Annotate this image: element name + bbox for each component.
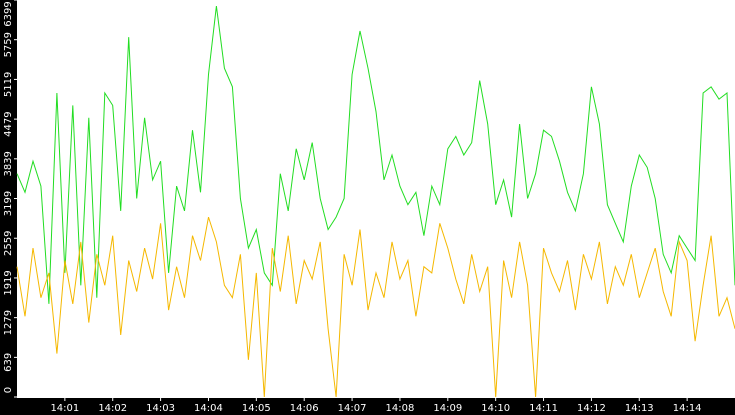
x-tick-label: 14:02: [98, 403, 127, 414]
data-line: [16, 216, 735, 398]
x-tick-label: 14:04: [194, 403, 223, 414]
x-tick-label: 14:14: [673, 403, 702, 414]
x-tick-label: 14:06: [290, 403, 319, 414]
x-tick-label: 14:07: [338, 403, 367, 414]
x-tick-label: 14:01: [50, 403, 79, 414]
x-tick-label: 14:12: [577, 403, 606, 414]
y-tick-label: 5759: [3, 32, 14, 57]
y-tick-label: 0: [3, 387, 14, 393]
y-tick-label: 3839: [3, 151, 14, 176]
y-tick-label: 1279: [3, 310, 14, 335]
x-tick-label: 14:13: [625, 403, 654, 414]
y-tick-label: 1919: [3, 270, 14, 295]
x-tick-label: 14:09: [433, 403, 462, 414]
y-tick-label: 5119: [3, 72, 14, 97]
y-tick-label: 4479: [3, 111, 14, 136]
y-tick-label: 639: [3, 353, 14, 372]
y-tick-label: 6399: [3, 1, 14, 26]
y-tick-label: 2559: [3, 231, 14, 256]
data-line: [16, 6, 735, 304]
plot-area: [17, 0, 735, 398]
x-tick-label: 14:03: [146, 403, 175, 414]
x-tick-label: 14:08: [386, 403, 415, 414]
x-tick-label: 14:11: [529, 403, 558, 414]
x-tick-label: 14:05: [242, 403, 271, 414]
x-tick-label: 14:10: [481, 403, 510, 414]
y-tick-label: 3199: [3, 191, 14, 216]
